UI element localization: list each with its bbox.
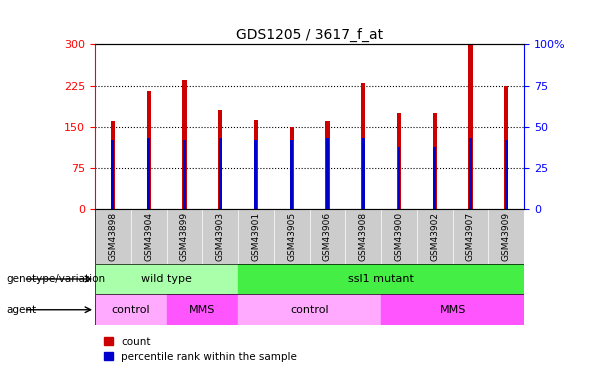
Bar (381, 209, 417, 264)
Text: GSM43901: GSM43901 (251, 212, 261, 261)
Text: MMS: MMS (440, 305, 466, 315)
Bar (111, 121, 115, 209)
Legend: count, percentile rank within the sample: count, percentile rank within the sample (100, 333, 301, 366)
Bar (310, 209, 345, 264)
Bar (361, 83, 365, 209)
Text: GSM43908: GSM43908 (359, 212, 368, 261)
Bar (289, 127, 294, 209)
Bar (345, 209, 381, 264)
Bar (468, 44, 473, 209)
Text: control: control (112, 305, 150, 315)
Text: GSM43902: GSM43902 (430, 212, 440, 261)
Text: MMS: MMS (189, 305, 216, 315)
Text: ssl1 mutant: ssl1 mutant (348, 274, 414, 284)
Bar (131, 209, 167, 264)
Bar (433, 113, 437, 209)
Text: genotype/variation: genotype/variation (6, 274, 105, 284)
Bar (469, 138, 472, 209)
Bar (326, 138, 329, 209)
Bar (397, 147, 400, 209)
Bar (167, 209, 202, 264)
Bar (326, 121, 330, 209)
Bar (182, 80, 186, 209)
Text: GSM43899: GSM43899 (180, 212, 189, 261)
Text: GSM43906: GSM43906 (323, 212, 332, 261)
Bar (274, 209, 310, 264)
Bar (95, 294, 167, 325)
Text: GSM43905: GSM43905 (287, 212, 296, 261)
Bar (112, 140, 114, 209)
Bar (238, 209, 274, 264)
Bar (95, 209, 131, 264)
Bar (381, 294, 524, 325)
Bar (95, 264, 238, 294)
Bar (219, 138, 222, 209)
Text: GSM43907: GSM43907 (466, 212, 475, 261)
Title: GDS1205 / 3617_f_at: GDS1205 / 3617_f_at (236, 28, 383, 42)
Bar (167, 294, 238, 325)
Bar (397, 113, 401, 209)
Bar (238, 294, 381, 325)
Text: agent: agent (6, 305, 36, 315)
Bar (147, 91, 151, 209)
Bar (505, 140, 508, 209)
Bar (218, 110, 223, 209)
Text: GSM43909: GSM43909 (501, 212, 511, 261)
Text: GSM43898: GSM43898 (109, 212, 118, 261)
Bar (417, 209, 452, 264)
Bar (202, 209, 238, 264)
Bar (504, 86, 508, 209)
Text: GSM43904: GSM43904 (144, 212, 153, 261)
Bar (433, 147, 436, 209)
Bar (489, 209, 524, 264)
Bar (291, 140, 293, 209)
Text: wild type: wild type (141, 274, 192, 284)
Text: GSM43903: GSM43903 (216, 212, 225, 261)
Bar (254, 120, 258, 209)
Bar (183, 140, 186, 209)
Bar (362, 138, 365, 209)
Bar (254, 140, 257, 209)
Bar (238, 264, 524, 294)
Bar (452, 209, 489, 264)
Text: control: control (290, 305, 329, 315)
Bar (147, 138, 150, 209)
Text: GSM43900: GSM43900 (394, 212, 403, 261)
